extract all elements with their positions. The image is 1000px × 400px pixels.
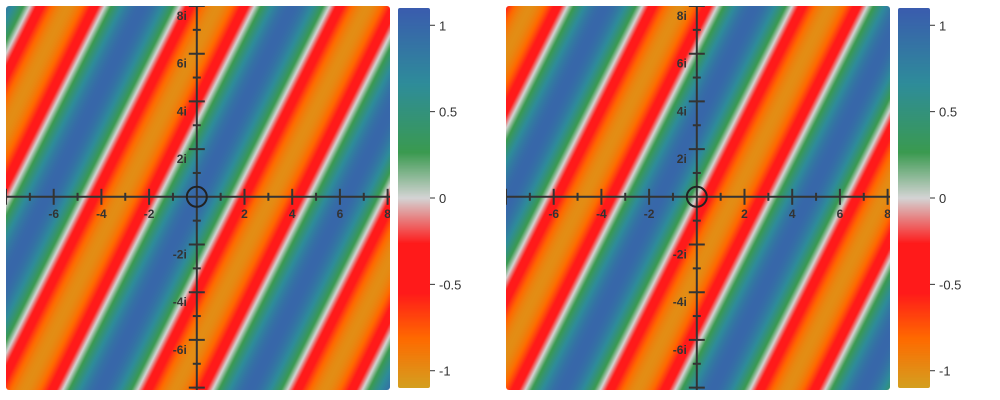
heatmap-right-axes: -6 -4 -2 2 4 6 8 8i 6i 4i 2i -2i -4i -6i bbox=[506, 6, 890, 390]
colorbar-tick-label: -0.5 bbox=[939, 277, 961, 292]
colorbar-tick-label: 0 bbox=[939, 191, 946, 206]
origin-marker bbox=[685, 185, 708, 208]
x-tick-label: -2 bbox=[144, 207, 155, 221]
y-tick-label: -4i bbox=[173, 295, 187, 309]
colorbar-tick-label: 0.5 bbox=[939, 105, 957, 120]
colorbar-tick-label: 1 bbox=[939, 18, 946, 33]
heatmap-left-canvas bbox=[6, 6, 390, 390]
colorbar-right-gradient bbox=[898, 8, 930, 388]
x-tick-label: 6 bbox=[837, 207, 844, 221]
colorbar-right-ticks: 1 0.5 0 -0.5 -1 bbox=[930, 18, 961, 379]
y-tick-label: -2i bbox=[673, 248, 687, 262]
colorbar-tick-label: -0.5 bbox=[439, 277, 461, 292]
x-tick-label: 4 bbox=[789, 207, 796, 221]
x-tick-label: -4 bbox=[96, 207, 107, 221]
y-tick-label: -6i bbox=[673, 343, 687, 357]
y-tick-label: -2i bbox=[173, 248, 187, 262]
colorbar-left bbox=[398, 8, 430, 388]
x-tick-label: 2 bbox=[741, 207, 748, 221]
y-tick-label: 8i bbox=[177, 9, 187, 23]
x-tick-label: 8 bbox=[384, 207, 390, 221]
x-tick-label: 4 bbox=[289, 207, 296, 221]
x-tick-label: 8 bbox=[884, 207, 890, 221]
heatmap-right-canvas bbox=[506, 6, 890, 390]
x-tick-label: -6 bbox=[548, 207, 559, 221]
colorbar-tick-label: -1 bbox=[439, 364, 451, 379]
heatmap-left-axes: -6 -4 -2 2 4 6 8 8i 6i 4i 2i -2i -4i -6i bbox=[6, 6, 390, 390]
x-tick-label: -6 bbox=[48, 207, 59, 221]
y-tick-label: 8i bbox=[677, 9, 687, 23]
heatmap-right: -6 -4 -2 2 4 6 8 8i 6i 4i 2i -2i -4i -6i bbox=[506, 6, 890, 390]
colorbar-tick-label: 0.5 bbox=[439, 105, 457, 120]
y-tick-label: 6i bbox=[177, 57, 187, 71]
y-tick-label: 2i bbox=[677, 152, 687, 166]
y-tick-label: -4i bbox=[673, 295, 687, 309]
colorbar-tick-label: 0 bbox=[439, 191, 446, 206]
colorbar-tick-label: 1 bbox=[439, 18, 446, 33]
y-tick-label: 4i bbox=[677, 104, 687, 118]
y-tick-label: 2i bbox=[177, 152, 187, 166]
heatmap-left: -6 -4 -2 2 4 6 8 8i 6i 4i 2i -2i -4i -6i bbox=[6, 6, 390, 390]
x-tick-label: 2 bbox=[241, 207, 248, 221]
x-tick-label: 6 bbox=[337, 207, 344, 221]
origin-marker bbox=[185, 185, 208, 208]
y-tick-label: 6i bbox=[677, 57, 687, 71]
colorbar-tick-label: -1 bbox=[939, 364, 951, 379]
y-tick-label: -6i bbox=[173, 343, 187, 357]
x-tick-label: -2 bbox=[644, 207, 655, 221]
colorbar-left-ticks: 1 0.5 0 -0.5 -1 bbox=[430, 18, 461, 379]
y-tick-label: 4i bbox=[177, 104, 187, 118]
x-tick-label: -4 bbox=[596, 207, 607, 221]
colorbar-left-gradient bbox=[398, 8, 430, 388]
colorbar-right bbox=[898, 8, 930, 388]
